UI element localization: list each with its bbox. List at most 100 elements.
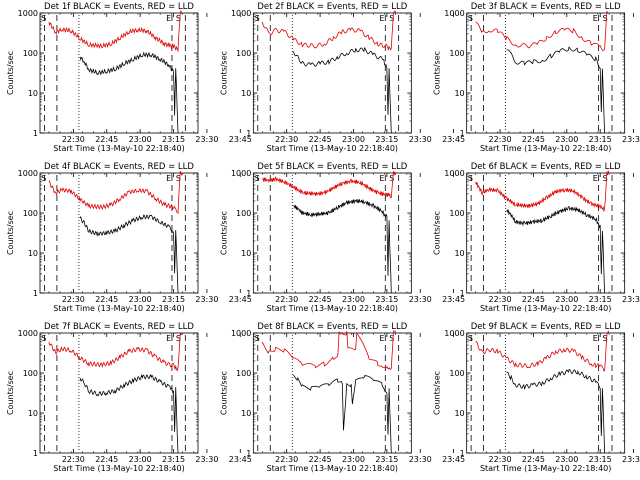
x-tick-label: 22:45 bbox=[309, 135, 332, 144]
chart-title: Det 6f BLACK = Events, RED = LLD bbox=[471, 162, 621, 172]
y-tick-label: 1000 bbox=[18, 169, 38, 178]
x-tick-label: 23:15 bbox=[375, 135, 398, 144]
plot-frame bbox=[252, 332, 412, 454]
series-line bbox=[79, 51, 179, 134]
plot-frame bbox=[39, 12, 199, 134]
y-axis-label: Counts/sec bbox=[433, 211, 442, 255]
x-axis-label: Start Time (13-May-10 22:18:40) bbox=[267, 464, 398, 473]
x-tick-label: 23:30 bbox=[409, 455, 432, 464]
chart-title: Det 8f BLACK = Events, RED = LLD bbox=[257, 322, 407, 332]
x-tick-label: 23:30 bbox=[195, 455, 218, 464]
y-tick-label: 1 bbox=[246, 289, 251, 298]
plot-frame bbox=[466, 332, 626, 454]
x-tick-label: 22:30 bbox=[62, 295, 85, 304]
y-tick-label: 1000 bbox=[444, 9, 464, 18]
event-marker: S bbox=[41, 334, 46, 343]
x-tick-label: 22:45 bbox=[522, 455, 545, 464]
x-tick-label: 23:45 bbox=[442, 455, 465, 464]
x-tick-label: 23:15 bbox=[162, 295, 185, 304]
event-marker: S bbox=[603, 14, 608, 23]
x-axis-label: Start Time (13-May-10 22:18:40) bbox=[480, 144, 611, 153]
y-tick-label: 1000 bbox=[231, 9, 251, 18]
y-tick-label: 1 bbox=[33, 129, 38, 138]
y-tick-label: 100 bbox=[449, 209, 464, 218]
chart-title: Det 9f BLACK = Events, RED = LLD bbox=[471, 322, 621, 332]
plot-frame bbox=[39, 172, 199, 294]
series-line bbox=[475, 10, 610, 51]
x-tick-label: 22:30 bbox=[489, 455, 512, 464]
series-line bbox=[506, 205, 605, 294]
x-tick-label: 22:45 bbox=[522, 135, 545, 144]
y-tick-label: 10 bbox=[241, 89, 251, 98]
y-tick-label: 10 bbox=[28, 89, 38, 98]
x-axis-label: Start Time (13-May-10 22:18:40) bbox=[53, 144, 184, 153]
x-tick-label: 23:00 bbox=[129, 295, 152, 304]
x-tick-label: 23:15 bbox=[375, 295, 398, 304]
event-marker: S bbox=[255, 174, 260, 183]
x-tick-label: 23:15 bbox=[162, 135, 185, 144]
x-tick-label: 23:00 bbox=[555, 295, 578, 304]
chart-panel-8: Det 8f BLACK = Events, RED = LLD 1 10 100 10… bbox=[219, 322, 465, 473]
y-axis-label: Counts/sec bbox=[6, 211, 15, 255]
y-tick-label: 1 bbox=[460, 289, 465, 298]
event-marker: S bbox=[468, 334, 473, 343]
y-axis-label: Counts/sec bbox=[6, 371, 15, 415]
x-tick-label: 22:45 bbox=[309, 295, 332, 304]
x-tick-label: 23:45 bbox=[442, 135, 465, 144]
x-axis-label: Start Time (13-May-10 22:18:40) bbox=[53, 304, 184, 313]
y-tick-label: 1 bbox=[246, 129, 251, 138]
event-marker: S bbox=[603, 174, 608, 183]
y-axis-label: Counts/sec bbox=[433, 371, 442, 415]
y-tick-label: 10 bbox=[454, 89, 464, 98]
series-line bbox=[293, 198, 392, 294]
x-tick-label: 22:30 bbox=[489, 295, 512, 304]
x-tick-label: 22:30 bbox=[275, 455, 298, 464]
series-line bbox=[261, 171, 397, 199]
x-tick-label: 22:30 bbox=[62, 135, 85, 144]
x-tick-label: 23:30 bbox=[622, 295, 640, 304]
series-line bbox=[293, 46, 392, 134]
y-axis-label: Counts/sec bbox=[433, 51, 442, 95]
y-tick-label: 10 bbox=[28, 249, 38, 258]
chart-panel-2: Det 2f BLACK = Events, RED = LLD 1 10 100 10… bbox=[219, 2, 465, 153]
event-marker: E bbox=[166, 14, 171, 23]
chart-title: Det 3f BLACK = Events, RED = LLD bbox=[471, 2, 621, 12]
x-axis-label: Start Time (13-May-10 22:18:40) bbox=[480, 304, 611, 313]
series-line bbox=[79, 214, 179, 294]
y-tick-label: 100 bbox=[23, 49, 38, 58]
plot-frame bbox=[466, 172, 626, 294]
event-marker: S bbox=[255, 334, 260, 343]
x-tick-label: 23:30 bbox=[622, 135, 640, 144]
plot-frame bbox=[252, 172, 412, 294]
chart-panel-1: Det 1f BLACK = Events, RED = LLD 1 10 100 10… bbox=[6, 2, 252, 153]
series-line bbox=[293, 374, 392, 454]
series-line bbox=[506, 369, 605, 454]
series-line bbox=[48, 332, 183, 372]
y-tick-label: 1000 bbox=[444, 329, 464, 338]
chart-title: Det 5f BLACK = Events, RED = LLD bbox=[257, 162, 407, 172]
x-tick-label: 23:15 bbox=[375, 455, 398, 464]
x-tick-label: 22:30 bbox=[275, 135, 298, 144]
chart-panel-7: Det 7f BLACK = Events, RED = LLD 1 10 100 10… bbox=[6, 322, 252, 473]
event-marker: E bbox=[379, 14, 384, 23]
y-tick-label: 10 bbox=[241, 409, 251, 418]
x-tick-label: 23:15 bbox=[589, 455, 612, 464]
event-marker: S bbox=[41, 14, 46, 23]
chart-title: Det 7f BLACK = Events, RED = LLD bbox=[44, 322, 194, 332]
y-tick-label: 1 bbox=[33, 289, 38, 298]
x-tick-label: 22:45 bbox=[95, 455, 118, 464]
event-marker: S bbox=[255, 14, 260, 23]
event-marker: S bbox=[176, 334, 181, 343]
event-marker: S bbox=[176, 14, 181, 23]
y-tick-label: 1 bbox=[246, 449, 251, 458]
y-tick-label: 100 bbox=[236, 369, 251, 378]
x-tick-label: 23:00 bbox=[342, 295, 365, 304]
chart-panel-9: Det 9f BLACK = Events, RED = LLD 1 10 100 10… bbox=[433, 322, 640, 473]
y-axis-label: Counts/sec bbox=[6, 51, 15, 95]
x-tick-label: 23:00 bbox=[342, 135, 365, 144]
event-marker: E bbox=[379, 174, 384, 183]
y-tick-label: 1000 bbox=[231, 329, 251, 338]
event-marker: S bbox=[468, 174, 473, 183]
x-tick-label: 22:45 bbox=[95, 135, 118, 144]
